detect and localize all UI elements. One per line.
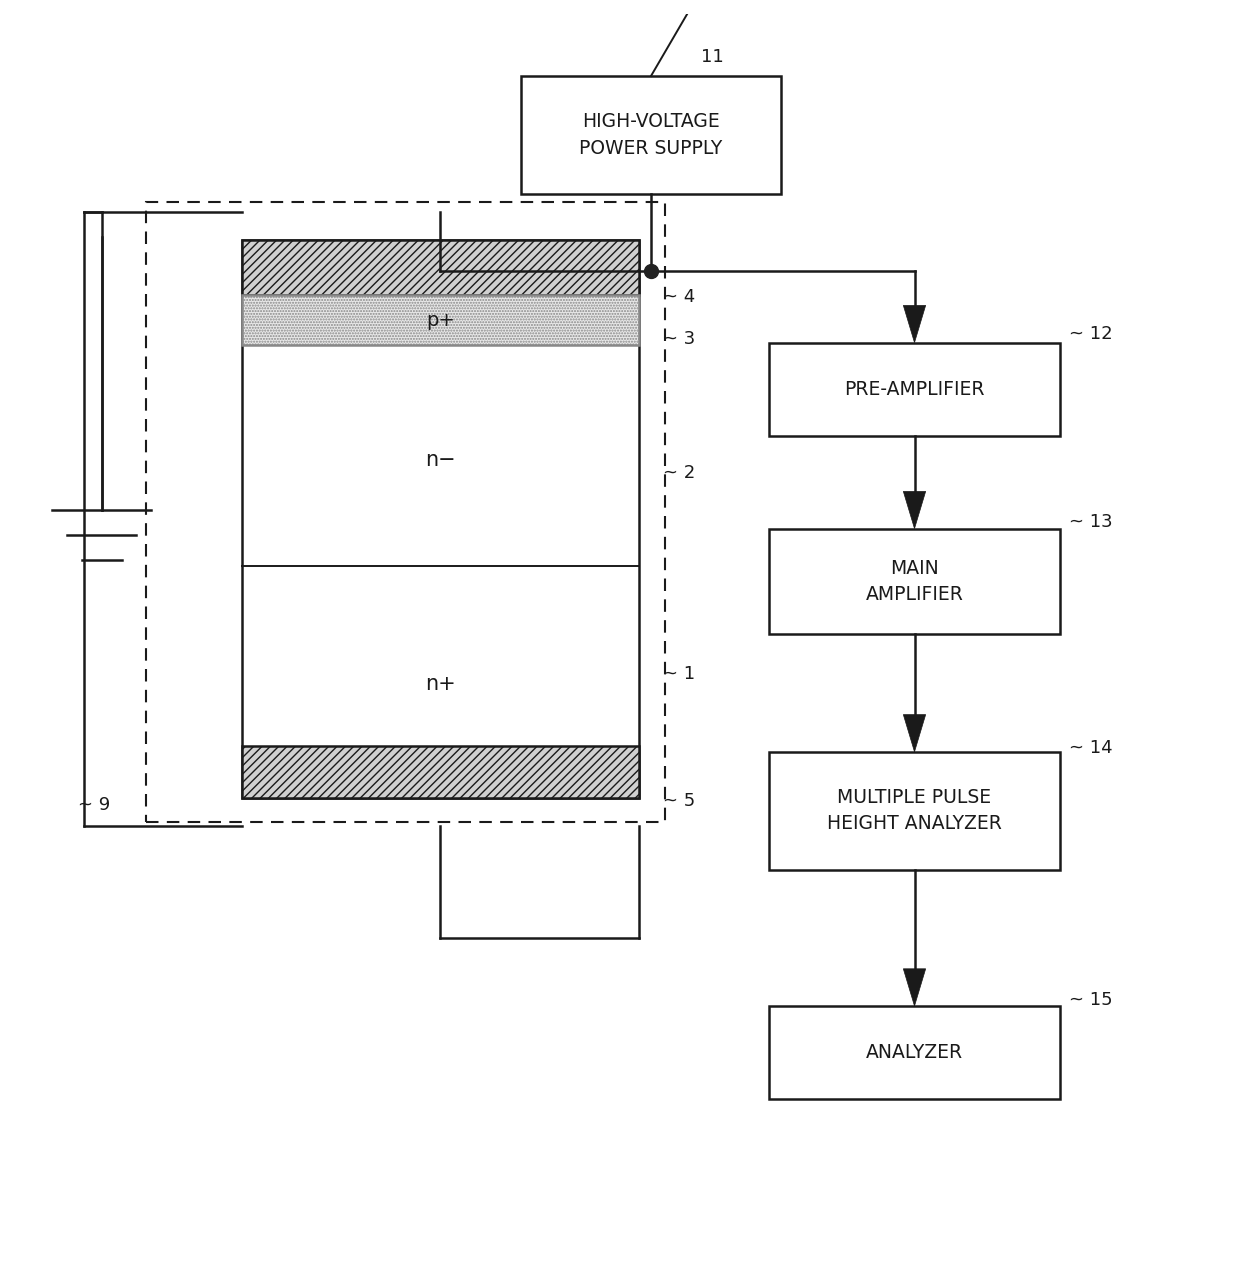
Polygon shape bbox=[903, 969, 925, 1006]
Bar bbox=[242, 746, 639, 798]
Text: PRE-AMPLIFIER: PRE-AMPLIFIER bbox=[844, 379, 985, 398]
Text: n−: n− bbox=[425, 450, 455, 470]
Text: p+: p+ bbox=[425, 311, 455, 330]
Polygon shape bbox=[903, 715, 925, 752]
Text: HIGH-VOLTAGE
POWER SUPPLY: HIGH-VOLTAGE POWER SUPPLY bbox=[579, 112, 723, 157]
Text: ANALYZER: ANALYZER bbox=[866, 1044, 963, 1063]
Text: MULTIPLE PULSE
HEIGHT ANALYZER: MULTIPLE PULSE HEIGHT ANALYZER bbox=[827, 787, 1002, 833]
Bar bbox=[242, 240, 639, 295]
Text: ~ 13: ~ 13 bbox=[1069, 514, 1112, 531]
Bar bbox=[769, 752, 1060, 870]
Text: n+: n+ bbox=[425, 673, 455, 694]
Bar bbox=[242, 240, 639, 798]
Bar bbox=[769, 342, 1060, 436]
Bar bbox=[242, 295, 639, 345]
Text: 11: 11 bbox=[701, 48, 723, 66]
Bar bbox=[769, 1006, 1060, 1099]
Text: ~ 3: ~ 3 bbox=[663, 330, 696, 347]
Text: MAIN
AMPLIFIER: MAIN AMPLIFIER bbox=[866, 558, 963, 604]
Text: ~ 2: ~ 2 bbox=[663, 464, 696, 482]
Text: ~ 14: ~ 14 bbox=[1069, 739, 1112, 757]
Text: ~ 5: ~ 5 bbox=[663, 792, 696, 810]
Text: ~ 1: ~ 1 bbox=[663, 664, 696, 682]
Bar bbox=[146, 203, 665, 823]
Polygon shape bbox=[903, 306, 925, 342]
Text: ~ 15: ~ 15 bbox=[1069, 990, 1112, 1009]
Polygon shape bbox=[903, 492, 925, 529]
Text: ~ 9: ~ 9 bbox=[78, 796, 110, 814]
Bar bbox=[769, 529, 1060, 634]
Text: ~ 12: ~ 12 bbox=[1069, 325, 1112, 342]
Bar bbox=[521, 76, 781, 194]
Text: ~ 4: ~ 4 bbox=[663, 288, 696, 306]
